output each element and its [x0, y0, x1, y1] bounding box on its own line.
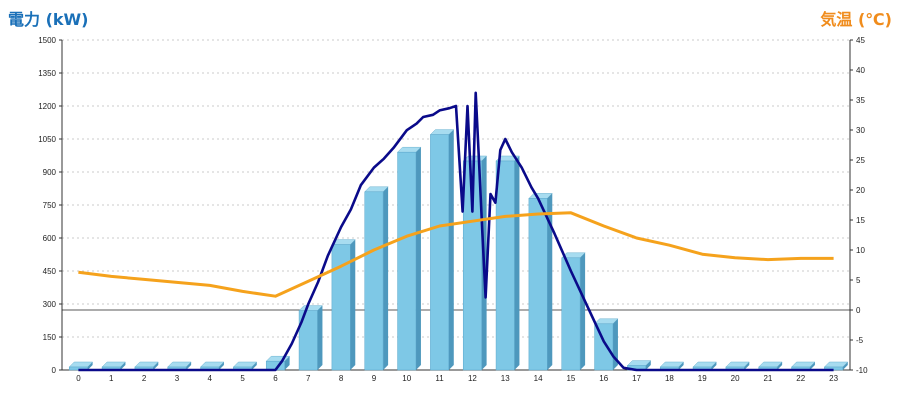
- left-tick-label: 450: [43, 267, 57, 276]
- x-tick-label: 20: [731, 374, 740, 383]
- x-tick-label: 7: [306, 374, 311, 383]
- right-tick-label: 15: [856, 216, 865, 225]
- bar-side: [645, 360, 651, 370]
- left-tick-label: 900: [43, 168, 57, 177]
- bar-side: [448, 129, 454, 370]
- right-tick-label: 40: [856, 66, 865, 75]
- bar-side: [120, 362, 126, 370]
- right-tick-label: 5: [856, 276, 861, 285]
- power-bar: [397, 151, 417, 371]
- left-tick-label: 600: [43, 234, 57, 243]
- left-tick-label: 1050: [38, 135, 56, 144]
- temperature-line: [78, 211, 834, 298]
- right-tick-label: 35: [856, 96, 865, 105]
- x-tick-label: 21: [763, 374, 772, 383]
- x-tick-label: 13: [501, 374, 510, 383]
- right-tick-label: 10: [856, 246, 865, 255]
- left-tick-label: 1350: [38, 69, 56, 78]
- x-tick-label: 3: [175, 374, 180, 383]
- power-bar: [528, 198, 548, 371]
- left-tick-label: 1500: [38, 36, 56, 45]
- right-tick-label: 30: [856, 126, 865, 135]
- x-tick-label: 10: [402, 374, 411, 383]
- bar-side: [186, 362, 192, 370]
- bar-side: [678, 362, 684, 370]
- bar-side: [350, 239, 356, 370]
- x-tick-label: 4: [208, 374, 213, 383]
- power-bar: [298, 310, 318, 371]
- bar-side: [777, 362, 783, 370]
- x-tick-label: 23: [829, 374, 838, 383]
- bar-side: [284, 356, 290, 370]
- x-tick-label: 0: [76, 374, 81, 383]
- x-tick-label: 6: [273, 374, 278, 383]
- bar-side: [514, 156, 520, 370]
- power-bar: [594, 323, 614, 371]
- bar-side: [153, 362, 159, 370]
- bar-side: [744, 362, 750, 370]
- bar-side: [809, 362, 815, 370]
- left-tick-label: 150: [43, 333, 57, 342]
- right-tick-label: 0: [856, 306, 861, 315]
- bar-side: [711, 362, 717, 370]
- bar-side: [580, 252, 586, 370]
- right-axis-title: 気温 (℃): [820, 10, 892, 29]
- x-tick-label: 16: [599, 374, 608, 383]
- power-bar: [495, 160, 515, 371]
- x-tick-label: 8: [339, 374, 344, 383]
- left-tick-label: 1200: [38, 102, 56, 111]
- bar-side: [251, 362, 257, 370]
- right-tick-label: -10: [856, 366, 868, 375]
- power-bar: [430, 134, 450, 371]
- bar-side: [218, 362, 224, 370]
- left-tick-label: 750: [43, 201, 57, 210]
- bar-side: [317, 305, 323, 370]
- power-line: [78, 91, 834, 372]
- bar-side: [415, 147, 421, 370]
- bar-side: [383, 186, 389, 370]
- left-tick-label: 300: [43, 300, 57, 309]
- left-tick-label: 0: [52, 366, 57, 375]
- right-tick-label: 45: [856, 36, 865, 45]
- x-tick-label: 18: [665, 374, 674, 383]
- x-tick-label: 11: [435, 374, 444, 383]
- bar-side: [842, 362, 848, 370]
- bar-side: [547, 193, 553, 370]
- x-tick-label: 2: [142, 374, 147, 383]
- power-bar: [462, 160, 482, 371]
- x-tick-label: 15: [566, 374, 575, 383]
- x-tick-label: 22: [796, 374, 805, 383]
- power-bar: [331, 244, 351, 371]
- right-tick-label: -5: [856, 336, 864, 345]
- bar-side: [87, 362, 93, 370]
- x-tick-label: 5: [240, 374, 245, 383]
- right-tick-label: 25: [856, 156, 865, 165]
- x-tick-label: 12: [468, 374, 477, 383]
- x-tick-label: 14: [534, 374, 543, 383]
- left-axis-title: 電力 (kW): [8, 10, 89, 29]
- x-tick-label: 9: [372, 374, 377, 383]
- right-tick-label: 20: [856, 186, 865, 195]
- power-bar: [364, 191, 384, 371]
- x-tick-label: 19: [698, 374, 707, 383]
- power-bar: [561, 257, 581, 371]
- x-tick-label: 17: [632, 374, 641, 383]
- x-tick-label: 1: [109, 374, 114, 383]
